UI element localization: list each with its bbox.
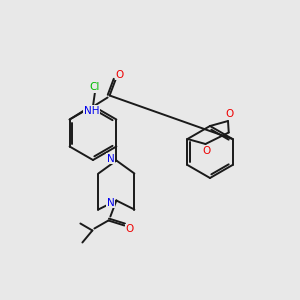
Text: NH: NH [84, 106, 99, 116]
Text: N: N [106, 197, 114, 208]
Text: O: O [116, 70, 124, 80]
Text: O: O [125, 224, 134, 235]
Text: O: O [202, 146, 211, 156]
Text: Cl: Cl [90, 82, 100, 92]
Text: O: O [225, 109, 233, 119]
Text: N: N [106, 154, 114, 164]
